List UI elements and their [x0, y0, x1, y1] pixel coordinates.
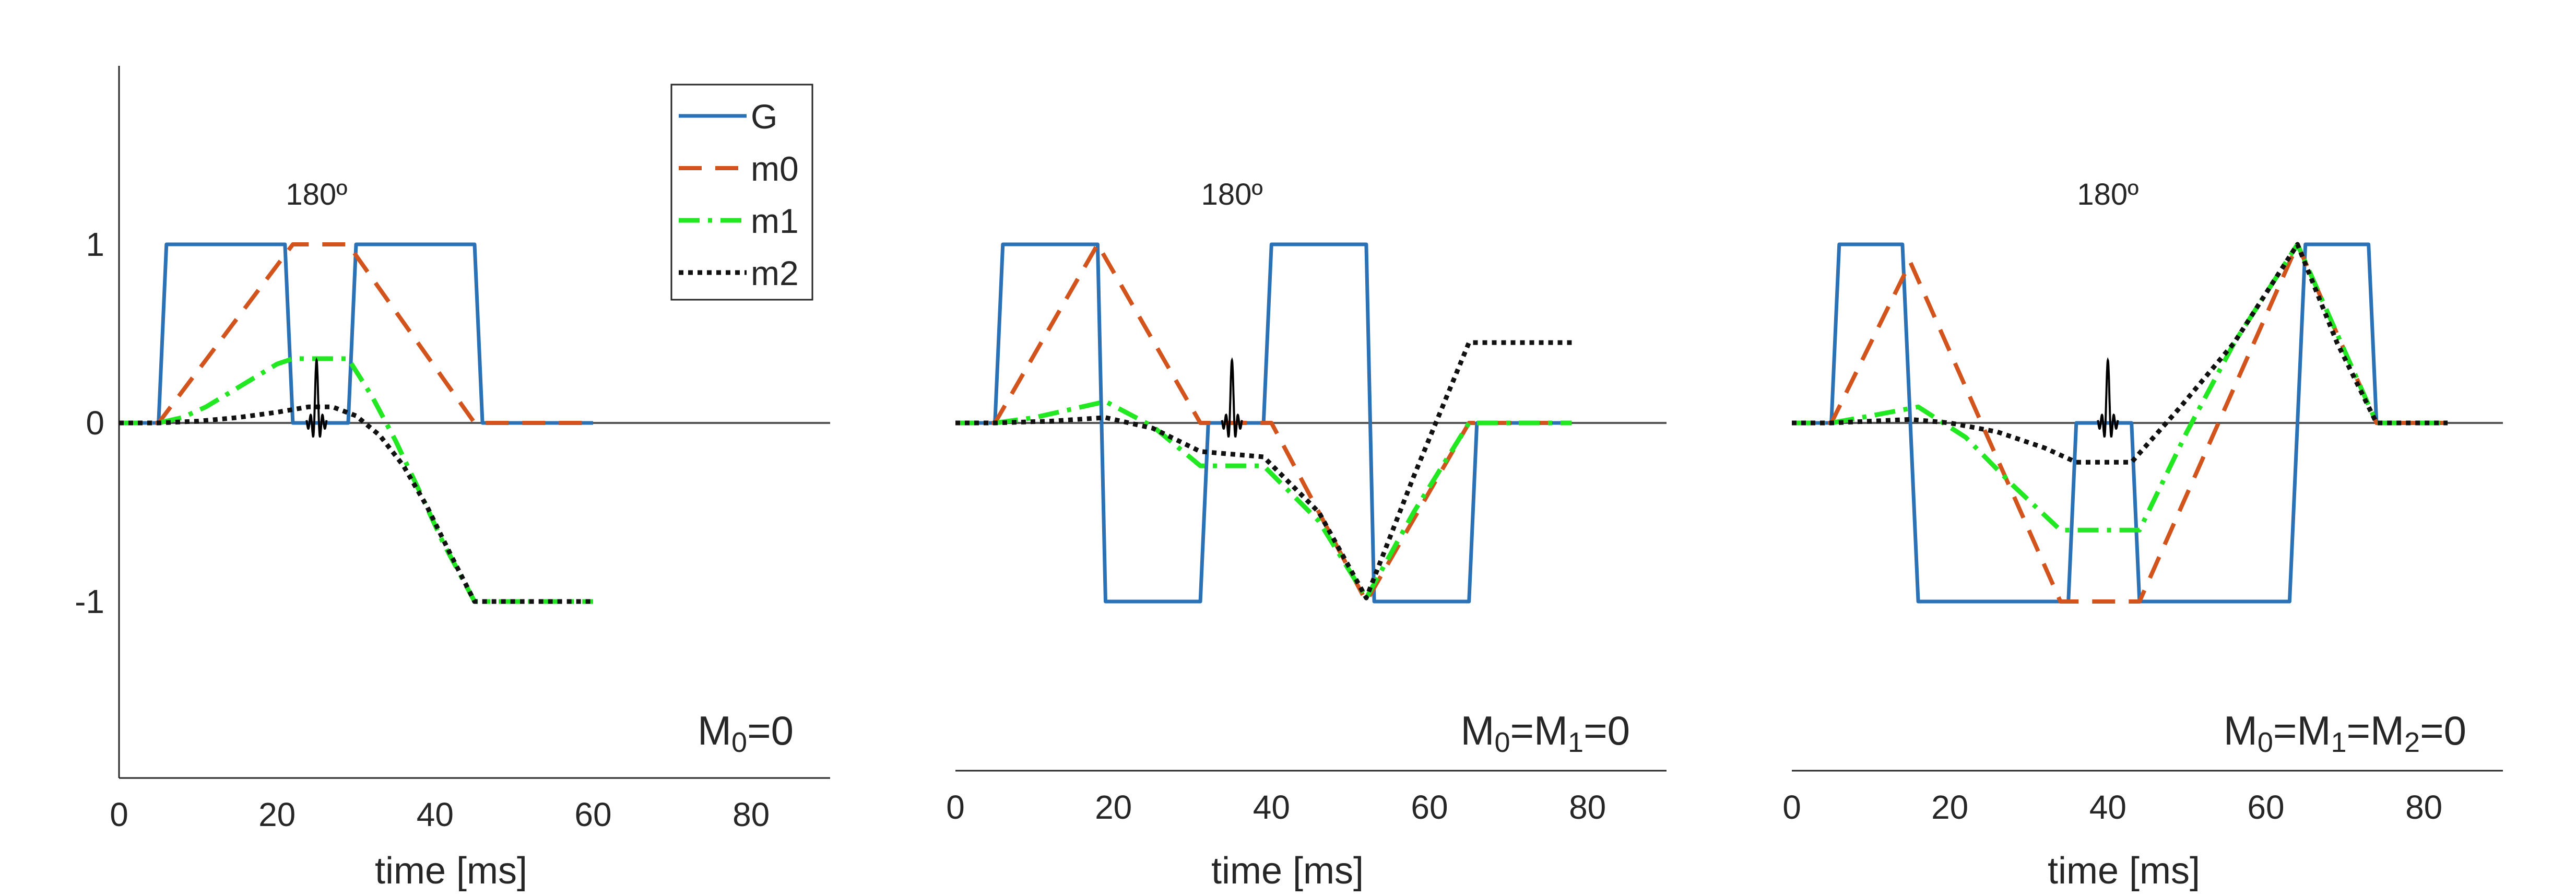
panel-m0-m1-m2-nulled: 0 20 40 60 80 time [ms] 180º M0=M1=M2=0: [1782, 178, 2503, 892]
x-tick-label: 60: [574, 796, 611, 833]
moment-constraint-label: M0=M1=0: [1460, 708, 1630, 758]
y-tick-label: -1: [75, 583, 104, 620]
y-tick-label: 0: [86, 404, 104, 442]
x-axis-title: time [ms]: [375, 850, 527, 892]
series-line-m2: [955, 340, 1572, 600]
legend-label-m0: m0: [751, 149, 799, 188]
x-tick-label: 40: [417, 796, 454, 833]
series-line-m2: [1792, 242, 2448, 465]
x-tick-label: 0: [1782, 788, 1801, 826]
x-axis-title: time [ms]: [1211, 850, 1364, 892]
rf-pulse-waveform: [1221, 357, 1243, 438]
x-tick-label: 80: [2405, 788, 2442, 826]
x-tick-label: 80: [732, 796, 770, 833]
rf-pulse-label: 180º: [2077, 178, 2138, 211]
legend-box: [670, 84, 813, 301]
series-line-m1: [955, 399, 1572, 600]
x-tick-label: 40: [1253, 788, 1290, 826]
series-line-m2: [119, 404, 593, 604]
series-line-m1: [1792, 242, 2448, 533]
x-tick-label: 0: [946, 788, 965, 826]
legend-label-G: G: [751, 97, 777, 136]
panel-m0-nulled: 0 20 40 60 80 1 0 -1 time [ms] 180º M0=0: [75, 66, 830, 892]
rf-pulse-waveform: [305, 357, 328, 438]
moment-constraint-label: M0=0: [698, 708, 794, 758]
x-tick-label: 20: [1931, 788, 1968, 826]
rf-pulse-label: 180º: [1201, 178, 1263, 211]
x-tick-label: 20: [258, 796, 296, 833]
moment-constraint-label: M0=M1=M2=0: [2224, 708, 2466, 758]
x-tick-label: 0: [110, 796, 128, 833]
legend: Gm0 m1 m2: [670, 84, 813, 301]
panel-m0-m1-nulled: 0 20 40 60 80 time [ms] 180º M0=M1=0: [946, 178, 1667, 892]
x-tick-label: 60: [2247, 788, 2284, 826]
series-line-m1: [119, 356, 593, 604]
legend-label-m2: m2: [751, 254, 799, 292]
x-tick-label: 40: [2089, 788, 2126, 826]
x-tick-label: 80: [1569, 788, 1606, 826]
x-tick-label: 60: [1411, 788, 1448, 826]
series-line-G: [119, 242, 593, 425]
x-tick-label: 20: [1095, 788, 1132, 826]
legend-label-m1: m1: [751, 202, 799, 240]
x-axis-title: time [ms]: [2048, 850, 2200, 892]
y-tick-label: 1: [86, 226, 104, 263]
rf-pulse-label: 180º: [286, 178, 347, 211]
rf-pulse-waveform: [2097, 357, 2119, 438]
